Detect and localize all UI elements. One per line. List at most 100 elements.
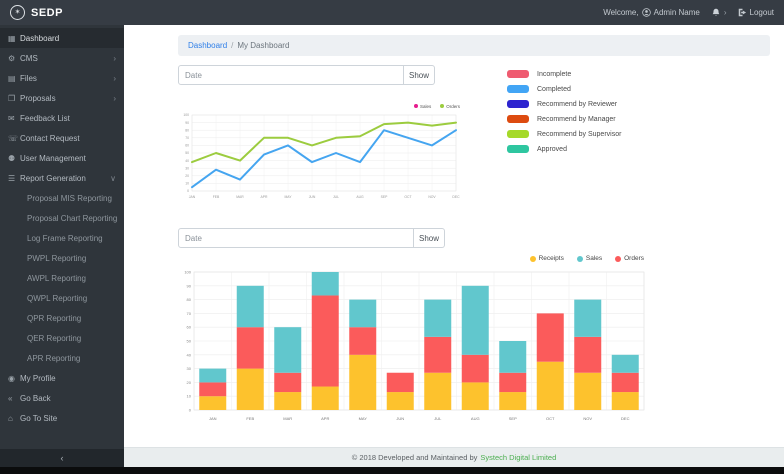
sidebar-subitem-proposal-chart-reporting[interactable]: Proposal Chart Reporting: [27, 213, 118, 223]
backward-icon: «: [8, 393, 13, 403]
legend-label: Recommend by Reviewer: [537, 100, 618, 108]
date-input-2[interactable]: [178, 228, 414, 248]
sidebar-menu: ▦ Dashboard ⚙ CMS › ▤ Files › ❒ Proposals › ✉ Feedba…: [0, 25, 124, 449]
sidebar-item-user-management[interactable]: ⚉ User Management: [0, 148, 124, 168]
sidebar-subitem-qwpl-reporting[interactable]: QWPL Reporting: [27, 293, 88, 303]
bell-icon: [712, 8, 720, 16]
svg-text:10: 10: [187, 394, 192, 399]
sidebar-item-dashboard[interactable]: ▦ Dashboard: [0, 28, 124, 48]
sidebar-item-report-generation[interactable]: ☰ Report Generation ∨: [0, 168, 124, 188]
sidebar-item-label: CMS: [20, 53, 38, 63]
legend-swatch: [507, 85, 529, 93]
svg-text:JUL: JUL: [434, 416, 442, 421]
status-legend-item-completed: Completed: [507, 85, 621, 93]
sidebar-item-go-to-site[interactable]: ⌂ Go To Site: [0, 408, 124, 428]
page-footer: © 2018 Developed and Maintained by Syste…: [124, 447, 784, 467]
legend-dot: [576, 255, 583, 262]
sidebar-subitem-qer-reporting[interactable]: QER Reporting: [27, 333, 82, 343]
main-content: Dashboard / My Dashboard Show Sales Order…: [124, 25, 784, 447]
comment-icon: ☏: [8, 133, 19, 143]
status-legend-item-incomplete: Incomplete: [507, 70, 621, 78]
sidebar-item-label: Files: [20, 73, 37, 83]
breadcrumb-link-dashboard[interactable]: Dashboard: [188, 41, 228, 50]
legend-item-orders: Orders: [440, 102, 460, 110]
legend-item-sales: Sales: [576, 254, 602, 263]
chevron-right-icon: ›: [113, 73, 116, 83]
show-button-1[interactable]: Show: [404, 65, 435, 85]
show-button-2[interactable]: Show: [414, 228, 445, 248]
date-filter-2: Show: [178, 228, 770, 248]
legend-label: Orders: [624, 255, 644, 262]
footer-link[interactable]: Systech Digital Limited: [480, 453, 557, 462]
book-icon: ❒: [8, 93, 16, 103]
sidebar-subitem-apr-reporting[interactable]: APR Reporting: [27, 353, 81, 363]
sidebar-item-proposals[interactable]: ❒ Proposals ›: [0, 88, 124, 108]
svg-text:MAY: MAY: [359, 416, 368, 421]
list-icon: ☰: [8, 173, 16, 183]
svg-text:100: 100: [183, 113, 189, 117]
svg-text:FEB: FEB: [246, 416, 254, 421]
navbar-right: Welcome, Admin Name › Logout: [603, 8, 774, 18]
users-icon: ⚉: [8, 153, 16, 163]
sidebar: ▦ Dashboard ⚙ CMS › ▤ Files › ❒ Proposals › ✉ Feedba…: [0, 25, 124, 467]
svg-text:MAY: MAY: [284, 195, 292, 199]
svg-text:40: 40: [185, 159, 189, 163]
user-menu[interactable]: Welcome, Admin Name: [603, 8, 700, 17]
legend-dot: [440, 104, 445, 108]
sidebar-item-my-profile[interactable]: ◉ My Profile: [0, 368, 124, 388]
legend-label: Sales: [419, 103, 432, 109]
chevron-down-icon: ∨: [110, 173, 116, 183]
sidebar-item-label: User Management: [20, 153, 86, 163]
sidebar-collapse-button[interactable]: ‹: [0, 449, 124, 467]
logout-button[interactable]: Logout: [738, 8, 774, 17]
legend-swatch: [507, 115, 529, 123]
sidebar-subitem-proposal-mis-reporting[interactable]: Proposal MIS Reporting: [27, 193, 112, 203]
svg-text:NOV: NOV: [583, 416, 592, 421]
svg-text:OCT: OCT: [546, 416, 555, 421]
svg-text:DEC: DEC: [621, 416, 630, 421]
svg-text:20: 20: [185, 174, 189, 178]
sidebar-subitem-awpl-reporting[interactable]: AWPL Reporting: [27, 273, 86, 283]
sign-out-icon: [738, 8, 746, 17]
chevron-right-icon: ›: [723, 8, 727, 17]
home-icon: ⌂: [8, 413, 13, 423]
sidebar-item-cms[interactable]: ⚙ CMS ›: [0, 48, 124, 68]
sidebar-item-files[interactable]: ▤ Files ›: [0, 68, 124, 88]
svg-text:30: 30: [185, 166, 189, 170]
sidebar-item-contact-request[interactable]: ☏ Contact Request: [0, 128, 124, 148]
bar-chart-panel: Receipts Sales Orders 0 10 20 30 40 50 60 70 80 90 1…: [178, 254, 648, 437]
notifications-button[interactable]: ›: [711, 8, 727, 18]
svg-text:JUN: JUN: [396, 416, 404, 421]
status-legend-item-recommend-by-supervisor: Recommend by Supervisor: [507, 130, 621, 138]
brand[interactable]: ✶ SEDP: [10, 5, 63, 20]
sidebar-subitem-qpr-reporting[interactable]: QPR Reporting: [27, 313, 82, 323]
svg-text:AUG: AUG: [471, 416, 480, 421]
svg-text:SEP: SEP: [381, 195, 389, 199]
svg-text:70: 70: [187, 311, 192, 316]
date-input-1[interactable]: [178, 65, 404, 85]
legend-swatch: [507, 70, 529, 78]
svg-text:MAR: MAR: [236, 195, 244, 199]
legend-item-orders: Orders: [615, 254, 644, 263]
svg-text:FEB: FEB: [213, 195, 220, 199]
stacked-bar-chart: 0 10 20 30 40 50 60 70 80 90 100 JAN FEB MAR APR MAY JUN…: [184, 270, 645, 421]
chevron-left-icon: ‹: [60, 453, 64, 463]
svg-text:APR: APR: [321, 416, 329, 421]
sidebar-subitem-log-frame-reporting[interactable]: Log Frame Reporting: [27, 233, 103, 243]
sidebar-item-feedback-list[interactable]: ✉ Feedback List: [0, 108, 124, 128]
svg-text:0: 0: [187, 189, 189, 193]
sidebar-subitem-pwpl-reporting[interactable]: PWPL Reporting: [27, 253, 87, 263]
status-legend-item-recommend-by-reviewer: Recommend by Reviewer: [507, 100, 621, 108]
svg-text:80: 80: [185, 128, 189, 132]
window-bottom-edge: [0, 467, 784, 474]
line-chart-panel: Sales Orders 0 10 20 30 40 50 60 70 80 90 100 JAN FEB…: [178, 102, 460, 212]
sidebar-item-label: My Profile: [20, 373, 56, 383]
sidebar-item-label: Proposals: [20, 93, 56, 103]
legend-label: Incomplete: [537, 70, 572, 78]
svg-text:20: 20: [187, 380, 192, 385]
breadcrumb: Dashboard / My Dashboard: [178, 35, 770, 56]
svg-text:40: 40: [187, 352, 192, 357]
sidebar-item-go-back[interactable]: « Go Back: [0, 388, 124, 408]
welcome-text: Welcome,: [603, 8, 639, 17]
